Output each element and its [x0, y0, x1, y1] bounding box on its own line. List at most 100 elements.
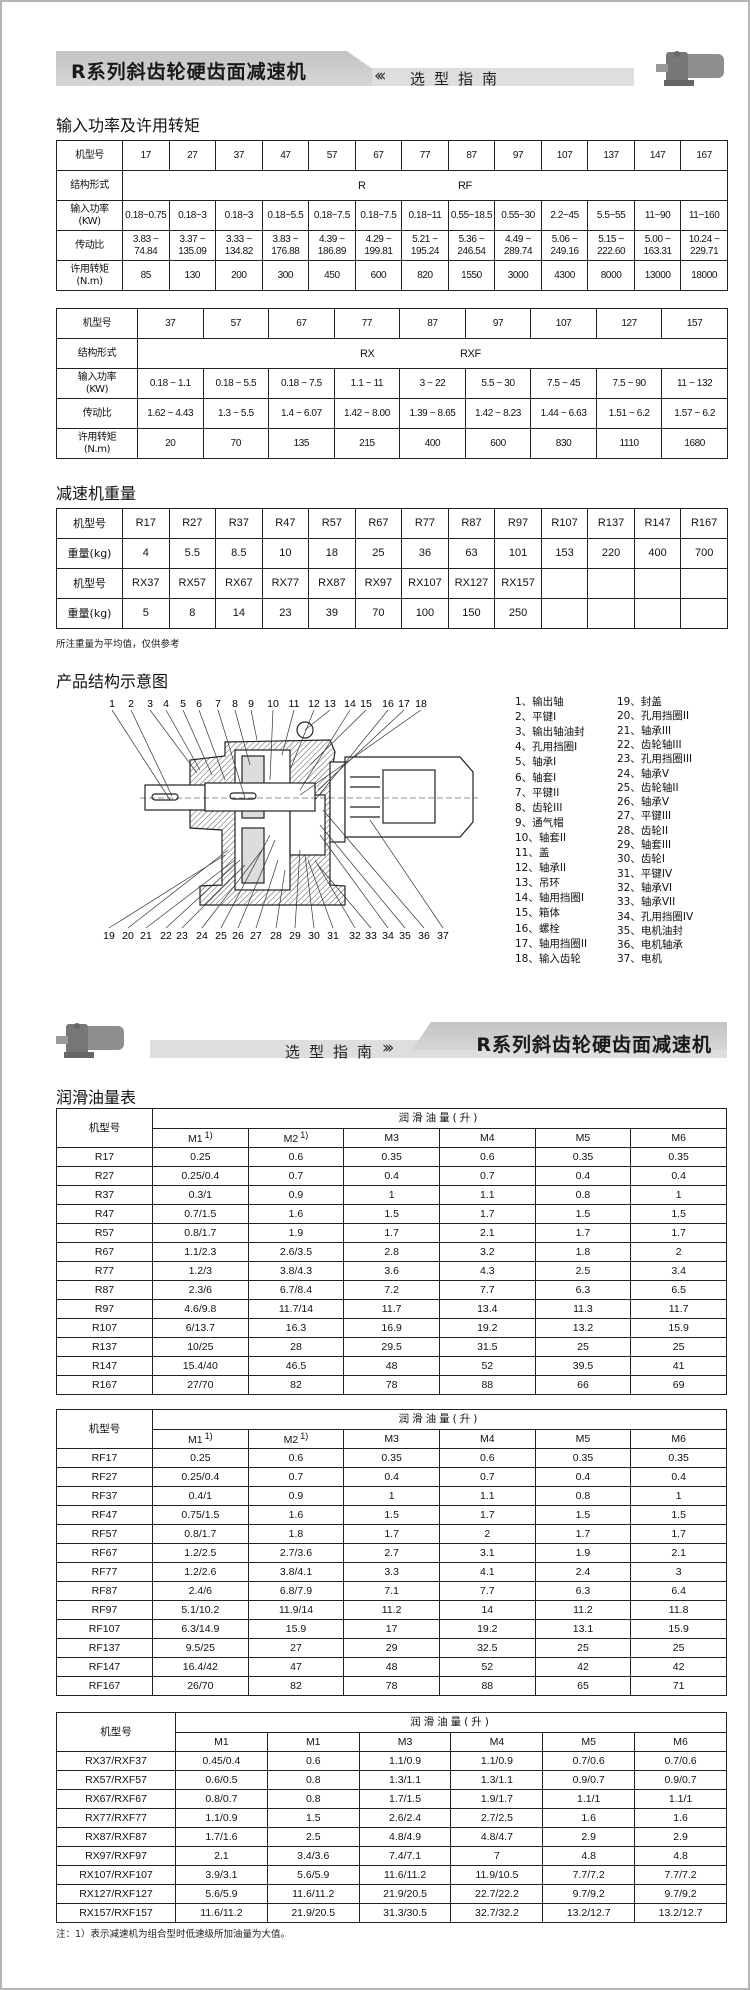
- chevrons-right-icon: ›››: [382, 1038, 395, 1058]
- section-title-weight: 减速机重量: [56, 484, 137, 503]
- leader-line: [165, 859, 241, 929]
- mounting-label: M6: [673, 1735, 688, 1748]
- oil-cell: 78: [343, 1375, 440, 1395]
- mounting-label: M4: [489, 1735, 505, 1748]
- table-oil-rf: 机型号 润滑油量(升) M1 1) M2 1) M3 M4 M5 M6 RF17 0.25 0.6 0.3…: [56, 1409, 727, 1696]
- row-label: 传动比: [56, 398, 138, 429]
- table-row: RF107 6.3/14.9 15.9 17 19.2 13.1 15.9: [56, 1619, 727, 1639]
- oil-cell: 1: [630, 1185, 727, 1205]
- oil-cell: 0.8: [266, 1789, 360, 1809]
- table-row: R67 1.1/2.3 2.6/3.5 2.8 3.2 1.8 2: [56, 1242, 727, 1262]
- weight-cell: [540, 568, 589, 599]
- oil-cell: 1.1/2.3: [152, 1242, 249, 1262]
- oil-cell: 2: [438, 1524, 536, 1544]
- table-row: 输入功率 (KW) 0.18~0.75 0.18~3 0.18~3 0.18~5.5 0.…: [56, 200, 728, 231]
- ratio-cell: 3.37 ~ 135.09: [168, 230, 217, 261]
- model-cell: 137: [587, 140, 635, 171]
- oil-cell: 0.4: [343, 1166, 440, 1186]
- weight-cell: 8: [168, 598, 217, 629]
- ratio-cell: 5.36 ~ 246.54: [447, 230, 496, 261]
- oil-cell: 29.5: [343, 1337, 440, 1357]
- weight-cell: RX57: [168, 568, 217, 599]
- callout-number: 5: [180, 698, 186, 710]
- oil-cell: 0.35: [534, 1147, 632, 1167]
- oil-cell: 3.3: [343, 1562, 440, 1582]
- oil-cell: 66: [534, 1375, 632, 1395]
- oil-cell: 2.7: [343, 1543, 440, 1563]
- oil-cell: 4.8/4.9: [358, 1827, 452, 1847]
- mounting-label: M1: [188, 1434, 203, 1447]
- oil-cell: 7.7/7.2: [634, 1865, 727, 1885]
- legend-item: 2、平键I: [515, 711, 557, 724]
- oil-cell: 0.35: [343, 1448, 440, 1468]
- ratio-cell: 5.06 ~ 249.16: [540, 230, 589, 261]
- table-row: R147 15.4/40 46.5 48 52 39.5 41: [56, 1356, 727, 1376]
- model-header: 机型号: [56, 1108, 153, 1148]
- oil-cell: 0.8: [534, 1486, 632, 1506]
- oil-cell: 2.3/6: [152, 1280, 249, 1300]
- legend-item: 12、轴承II: [515, 862, 567, 875]
- oil-cell: 26/70: [152, 1676, 249, 1696]
- callout-number: 17: [398, 698, 410, 710]
- legend-item: 15、箱体: [515, 907, 560, 920]
- mounting-label: M6: [671, 1432, 686, 1445]
- power-cell: 11 ~ 132: [661, 368, 728, 399]
- power-cell: 11~90: [633, 200, 682, 231]
- oil-cell: 1.7: [534, 1223, 632, 1243]
- weight-cell: 8.5: [215, 538, 263, 569]
- callout-number: 3: [147, 698, 153, 710]
- oil-cell: 0.6: [266, 1751, 360, 1771]
- oil-cell: 1.2/2.6: [152, 1562, 249, 1582]
- weight-cell: 18: [308, 538, 356, 569]
- weight-cell: RX77: [261, 568, 310, 599]
- oil-cell: 1.7: [438, 1505, 536, 1525]
- row-label: 机型号: [56, 568, 123, 599]
- oil-cell: 69: [630, 1375, 727, 1395]
- oil-cell: 0.6: [247, 1448, 345, 1468]
- oil-cell: 19.2: [438, 1619, 536, 1639]
- section-title-lubrication: 润滑油量表: [56, 1088, 137, 1107]
- callout-number: 29: [289, 930, 301, 942]
- callout-number: 18: [415, 698, 427, 710]
- table-row: 重量(kg) 5 8 14 23 39 70 100 150 250: [56, 598, 728, 629]
- legend-item: 23、孔用挡圈III: [617, 753, 693, 766]
- model-cell: 17: [122, 140, 170, 171]
- model-cell: 97: [464, 308, 532, 339]
- model-cell: 77: [401, 140, 449, 171]
- structure-type: RX: [360, 348, 375, 360]
- model-cell: RF97: [56, 1600, 153, 1620]
- leader-line: [299, 709, 422, 796]
- lubrication-footnote: 注：1）表示减速机为组合型时低速级所加油量为大值。: [56, 1929, 291, 1940]
- torque-cell: 600: [354, 260, 403, 291]
- mounting-header: M3: [343, 1429, 440, 1449]
- mounting-label: M3: [384, 1432, 399, 1445]
- weight-cell: [633, 568, 682, 599]
- leader-line: [317, 864, 372, 929]
- row-label: 结构形式: [56, 338, 138, 369]
- oil-cell: 1.6: [247, 1505, 345, 1525]
- table-weight: 机型号 R17 R27 R37 R47 R57 R67 R77 R87 R97 R107 R137 R1…: [56, 508, 728, 629]
- table-row: 输入功率 (KW) 0.18 ~ 1.1 0.18 ~ 5.5 0.18 ~ 7.5 1…: [56, 368, 728, 399]
- weight-cell: [680, 568, 728, 599]
- table-row: 机型号 润滑油量(升): [56, 1409, 727, 1449]
- oil-cell: 1.1/0.9: [450, 1751, 544, 1771]
- oil-cell: 2.8: [343, 1242, 440, 1262]
- model-cell: RF37: [56, 1486, 153, 1506]
- torque-cell: 8000: [587, 260, 635, 291]
- leader-line: [281, 709, 295, 756]
- power-cell: 0.55~18.5: [447, 200, 496, 231]
- oil-cell: 17: [343, 1619, 440, 1639]
- oil-cell: 11.7: [630, 1299, 727, 1319]
- header-title: R系列斜齿轮硬齿面减速机: [71, 61, 307, 83]
- model-cell: 47: [261, 140, 310, 171]
- row-label: 重量(kg): [56, 538, 123, 569]
- oil-cell: 0.8/1.7: [152, 1524, 249, 1544]
- oil-cell: 0.9: [247, 1486, 345, 1506]
- oil-cell: 42: [534, 1657, 632, 1677]
- legend-item: 31、平键IV: [617, 867, 673, 880]
- oil-cell: 11.2: [343, 1600, 440, 1620]
- oil-cell: 2.1: [438, 1223, 536, 1243]
- weight-cell: [540, 598, 589, 629]
- torque-cell: 85: [122, 260, 170, 291]
- torque-cell: 3000: [494, 260, 542, 291]
